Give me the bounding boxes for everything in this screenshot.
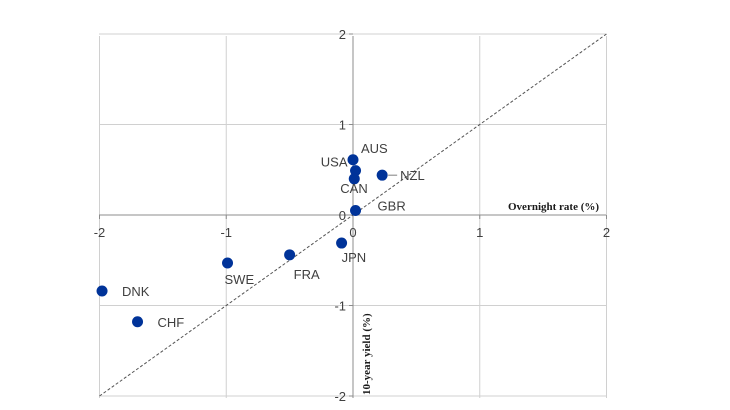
point-label-jpn: JPN [342,250,367,265]
data-point-fra [284,249,296,261]
point-label-chf: CHF [158,315,185,330]
data-point-swe [222,257,234,269]
x-tick-labels: -2 -1 0 1 2 [94,225,610,240]
data-points [96,154,388,328]
point-label-can: CAN [340,181,367,196]
y-tick-labels: 2 1 0 -1 -2 [334,27,346,404]
y-tick-label: 0 [339,208,346,223]
x-tick-label: -2 [94,225,106,240]
point-label-dnk: DNK [122,284,150,299]
data-point-usa [350,165,362,177]
point-label-aus: AUS [361,141,388,156]
y-axis-title: 10-year yield (%) [361,313,373,395]
y-tick-label: 1 [339,118,346,133]
x-tick-label: 1 [476,225,483,240]
x-tick-label: 0 [349,225,356,240]
data-point-nzl [376,169,388,181]
y-tick-label: 2 [339,27,346,42]
data-point-gbr [350,204,362,216]
data-point-aus [347,154,359,166]
y-tick-label: -1 [334,299,346,314]
x-tick-label: -1 [220,225,232,240]
point-label-swe: SWE [225,272,255,287]
x-tick-label: 2 [603,225,610,240]
point-label-nzl: NZL [400,168,425,183]
point-labels: AUS USA CAN NZL GBR JPN FRA SWE DNK CHF [122,141,425,330]
data-point-dnk [96,285,108,297]
axes [99,33,607,398]
data-point-chf [132,316,144,328]
x-axis-title: Overnight rate (%) [508,201,599,213]
data-point-jpn [336,237,348,249]
point-label-usa: USA [321,155,348,170]
data-point-can [348,173,360,185]
y-tick-label: -2 [334,389,346,404]
point-label-gbr: GBR [378,198,406,213]
point-label-fra: FRA [294,267,320,282]
